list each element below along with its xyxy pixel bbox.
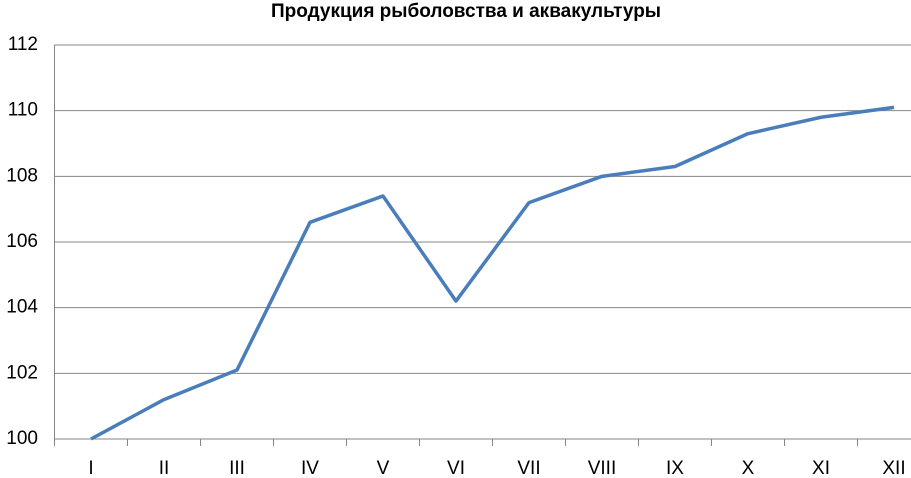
y-tick-label: 112: [8, 34, 38, 55]
y-tick-label: 104: [6, 297, 38, 318]
x-tick-label: X: [742, 458, 755, 478]
x-tick-label: XII: [882, 458, 905, 478]
y-tick-label: 102: [6, 362, 38, 383]
y-tick-label: 108: [6, 165, 38, 186]
series-line: [90, 105, 895, 441]
chart-title: Продукция рыболовства и аквакультуры: [271, 1, 661, 22]
y-tick-label: 106: [6, 231, 38, 252]
x-tick-label: III: [229, 458, 245, 478]
x-tick-label: VIII: [588, 458, 617, 478]
y-tick-label: 110: [8, 100, 38, 121]
x-tick-label: VII: [517, 458, 540, 478]
x-tick-label: VI: [447, 458, 465, 478]
x-tick-label: IV: [301, 458, 319, 478]
x-tick-label: II: [159, 458, 170, 478]
y-tick-label: 100: [6, 428, 38, 449]
x-tick-label: I: [88, 458, 93, 478]
x-tick-label: IX: [666, 458, 684, 478]
x-tick-label: XI: [812, 458, 830, 478]
x-tick-label: V: [377, 458, 390, 478]
